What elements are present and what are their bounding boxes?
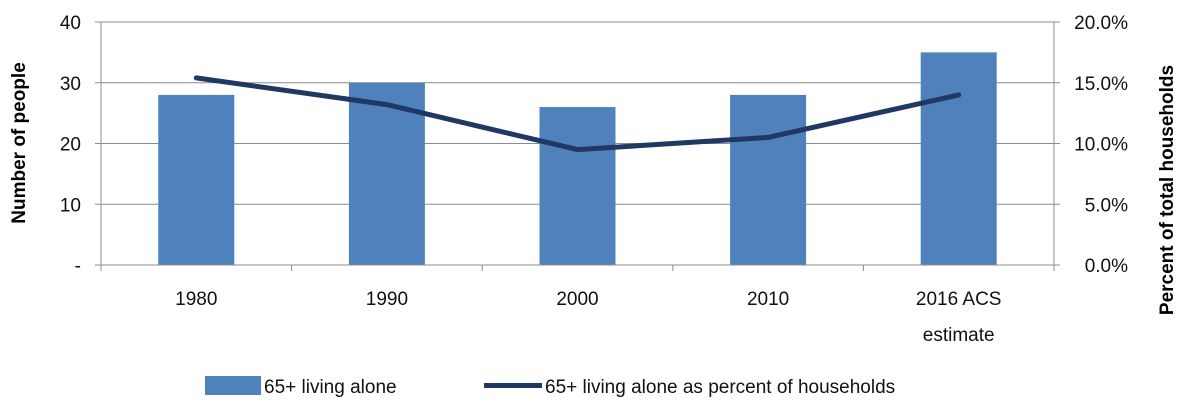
- x-tick-label: 1990: [366, 289, 408, 310]
- right-tick-label: 0.0%: [1085, 256, 1128, 277]
- right-tick-label: 15.0%: [1074, 74, 1128, 95]
- left-tick-label: -: [75, 256, 81, 277]
- left-tick-label: 20: [60, 135, 81, 156]
- left-tick-label: 30: [60, 74, 81, 95]
- legend: 65+ living alone 65+ living alone as per…: [205, 376, 895, 398]
- bar: [920, 52, 997, 265]
- legend-label-line: 65+ living alone as percent of household…: [545, 377, 895, 398]
- right-tick-label: 20.0%: [1074, 13, 1128, 34]
- left-axis-ticks: - 10 20 30 40: [60, 13, 81, 277]
- x-tick-label: 1980: [175, 289, 217, 310]
- x-tick-label: 2000: [556, 289, 598, 310]
- legend-label-bar: 65+ living alone: [264, 377, 397, 398]
- x-tick-label: 2016 ACS estimate: [916, 289, 1002, 346]
- right-axis-title: Percent of total households: [1157, 65, 1178, 315]
- bar: [730, 94, 807, 266]
- x-tick-label: 2010: [747, 289, 789, 310]
- axes: [95, 21, 1060, 271]
- bar: [539, 107, 616, 265]
- left-axis-title: Number of people: [9, 62, 30, 224]
- legend-swatch-bar: [205, 376, 261, 395]
- left-tick-label: 10: [60, 195, 81, 216]
- bar-series: [158, 52, 997, 266]
- right-tick-label: 5.0%: [1085, 195, 1128, 216]
- bar: [158, 94, 235, 266]
- left-tick-label: 40: [60, 13, 81, 34]
- right-axis-ticks: 0.0% 5.0% 10.0% 15.0% 20.0%: [1074, 13, 1128, 277]
- line-series: [193, 75, 962, 153]
- x-axis-ticks: 1980 1990 2000 2010 2016 ACS estimate: [175, 289, 1001, 346]
- right-tick-label: 10.0%: [1074, 135, 1128, 156]
